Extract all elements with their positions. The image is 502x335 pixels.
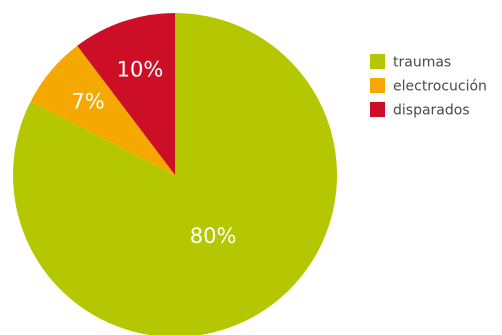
pie-slice-electrocución [30, 45, 175, 176]
pie-slice-traumas [13, 13, 337, 335]
pie-slice-disparados [77, 12, 175, 175]
slice-label-disparados: 10% [117, 58, 164, 82]
slice-label-electrocución: 7% [71, 89, 104, 113]
legend-swatch-electrocución [370, 78, 385, 93]
legend-swatch-disparados [370, 102, 385, 117]
slice-label-traumas: 80% [190, 224, 237, 248]
legend-swatch-traumas [370, 54, 385, 69]
legend-label-disparados: disparados [393, 103, 470, 119]
legend-label-traumas: traumas [393, 55, 451, 71]
legend-label-electrocución: electrocución [393, 79, 487, 95]
legend: traumas electrocución disparados [370, 54, 487, 119]
pie-slices [13, 12, 337, 335]
pie-slice-labels: 80% 7% 10% [71, 58, 236, 249]
